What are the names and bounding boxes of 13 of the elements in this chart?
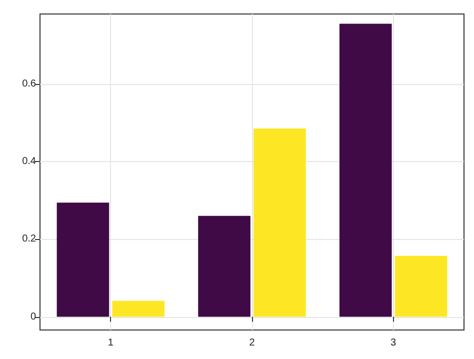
x-tick-label: 3 [390, 338, 397, 348]
x-tick-label: 2 [249, 338, 256, 348]
bar [56, 202, 110, 317]
bar [339, 24, 392, 317]
y-tick-label: 0.6 [22, 78, 36, 90]
x-tick-label: 1 [108, 338, 114, 348]
bar [112, 300, 165, 317]
y-tick-label: 0 [30, 311, 36, 322]
y-tick-label: 0.2 [22, 234, 36, 245]
y-tick-label: 0.4 [22, 156, 36, 168]
bar [198, 216, 250, 317]
bar [394, 256, 448, 317]
bar [254, 128, 306, 317]
